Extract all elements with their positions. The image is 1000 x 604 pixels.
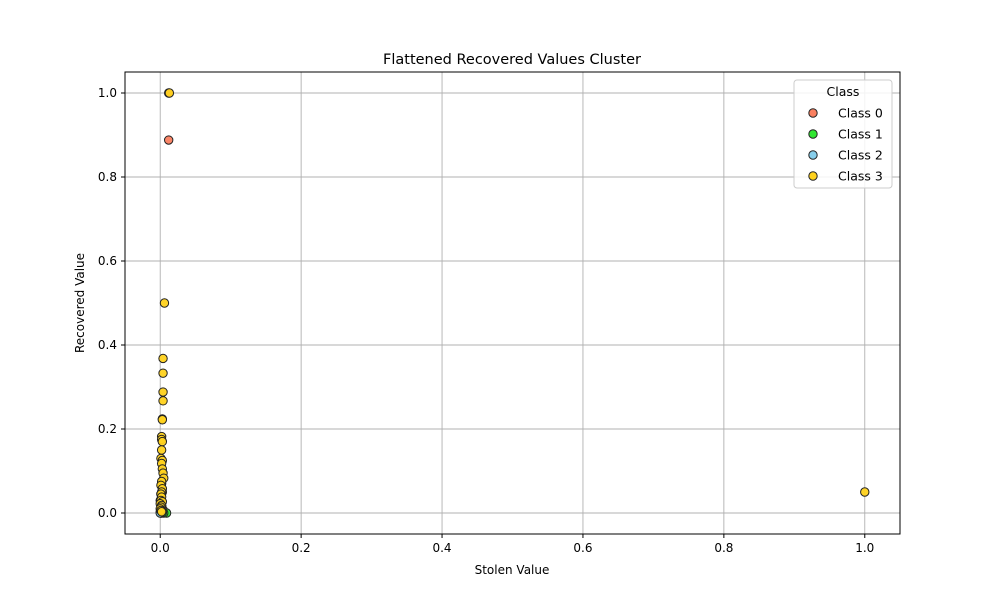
x-axis-label: Stolen Value <box>475 563 550 577</box>
data-points <box>155 88 870 518</box>
y-tick-label: 0.8 <box>98 170 117 184</box>
legend-title: Class <box>827 84 860 99</box>
legend-marker <box>808 171 818 181</box>
x-tick-label: 0.4 <box>432 541 451 555</box>
legend-marker <box>808 108 818 118</box>
y-tick-label: 1.0 <box>98 86 117 100</box>
y-tick-label: 0.6 <box>98 254 117 268</box>
y-axis-label: Recovered Value <box>73 253 87 353</box>
scatter-point-class-3 <box>157 436 168 447</box>
scatter-point-class-3 <box>860 487 870 497</box>
chart-title: Flattened Recovered Values Cluster <box>383 52 641 68</box>
x-tick-label: 0.8 <box>714 541 733 555</box>
x-tick-label: 0.2 <box>292 541 311 555</box>
legend-box <box>793 79 893 189</box>
scatter-point-class-3 <box>158 368 168 378</box>
legend-marker <box>808 129 818 139</box>
y-tick-label: 0.4 <box>98 338 117 352</box>
legend-label: Class 2 <box>838 148 883 163</box>
x-tick-label: 1.0 <box>855 541 874 555</box>
y-tick-label: 0.2 <box>98 422 117 436</box>
legend-label: Class 1 <box>838 127 883 142</box>
scatter-point-class-3 <box>158 396 168 406</box>
legend-label: Class 0 <box>838 106 883 121</box>
scatter-point-class-3 <box>158 387 168 397</box>
grid-lines <box>125 72 900 534</box>
legend: Class Class 0 Class 1 Class 2 Class 3 <box>793 79 893 189</box>
x-tick-label: 0.6 <box>573 541 592 555</box>
scatter-point-class-3 <box>158 353 168 364</box>
legend-marker <box>808 150 818 160</box>
plot-area-frame <box>124 71 901 535</box>
legend-items: Class 0 Class 1 Class 2 Class 3 <box>808 106 883 184</box>
x-tick-label: 0.0 <box>151 541 170 555</box>
axis-ticks: 0.0 0.2 0.4 0.6 0.8 1.0 0.0 0.2 0.4 0.6 0.8 1.0 <box>98 86 874 555</box>
scatter-point-class-3 <box>164 88 175 98</box>
scatter-point-class-3 <box>156 507 167 517</box>
scatter-point-class-0 <box>163 135 174 145</box>
y-tick-label: 0.0 <box>98 506 117 520</box>
scatter-point-class-3 <box>157 415 168 425</box>
scatter-point-class-3 <box>159 298 170 308</box>
scatter-point-class-3 <box>156 445 167 455</box>
legend-label: Class 3 <box>838 169 883 184</box>
